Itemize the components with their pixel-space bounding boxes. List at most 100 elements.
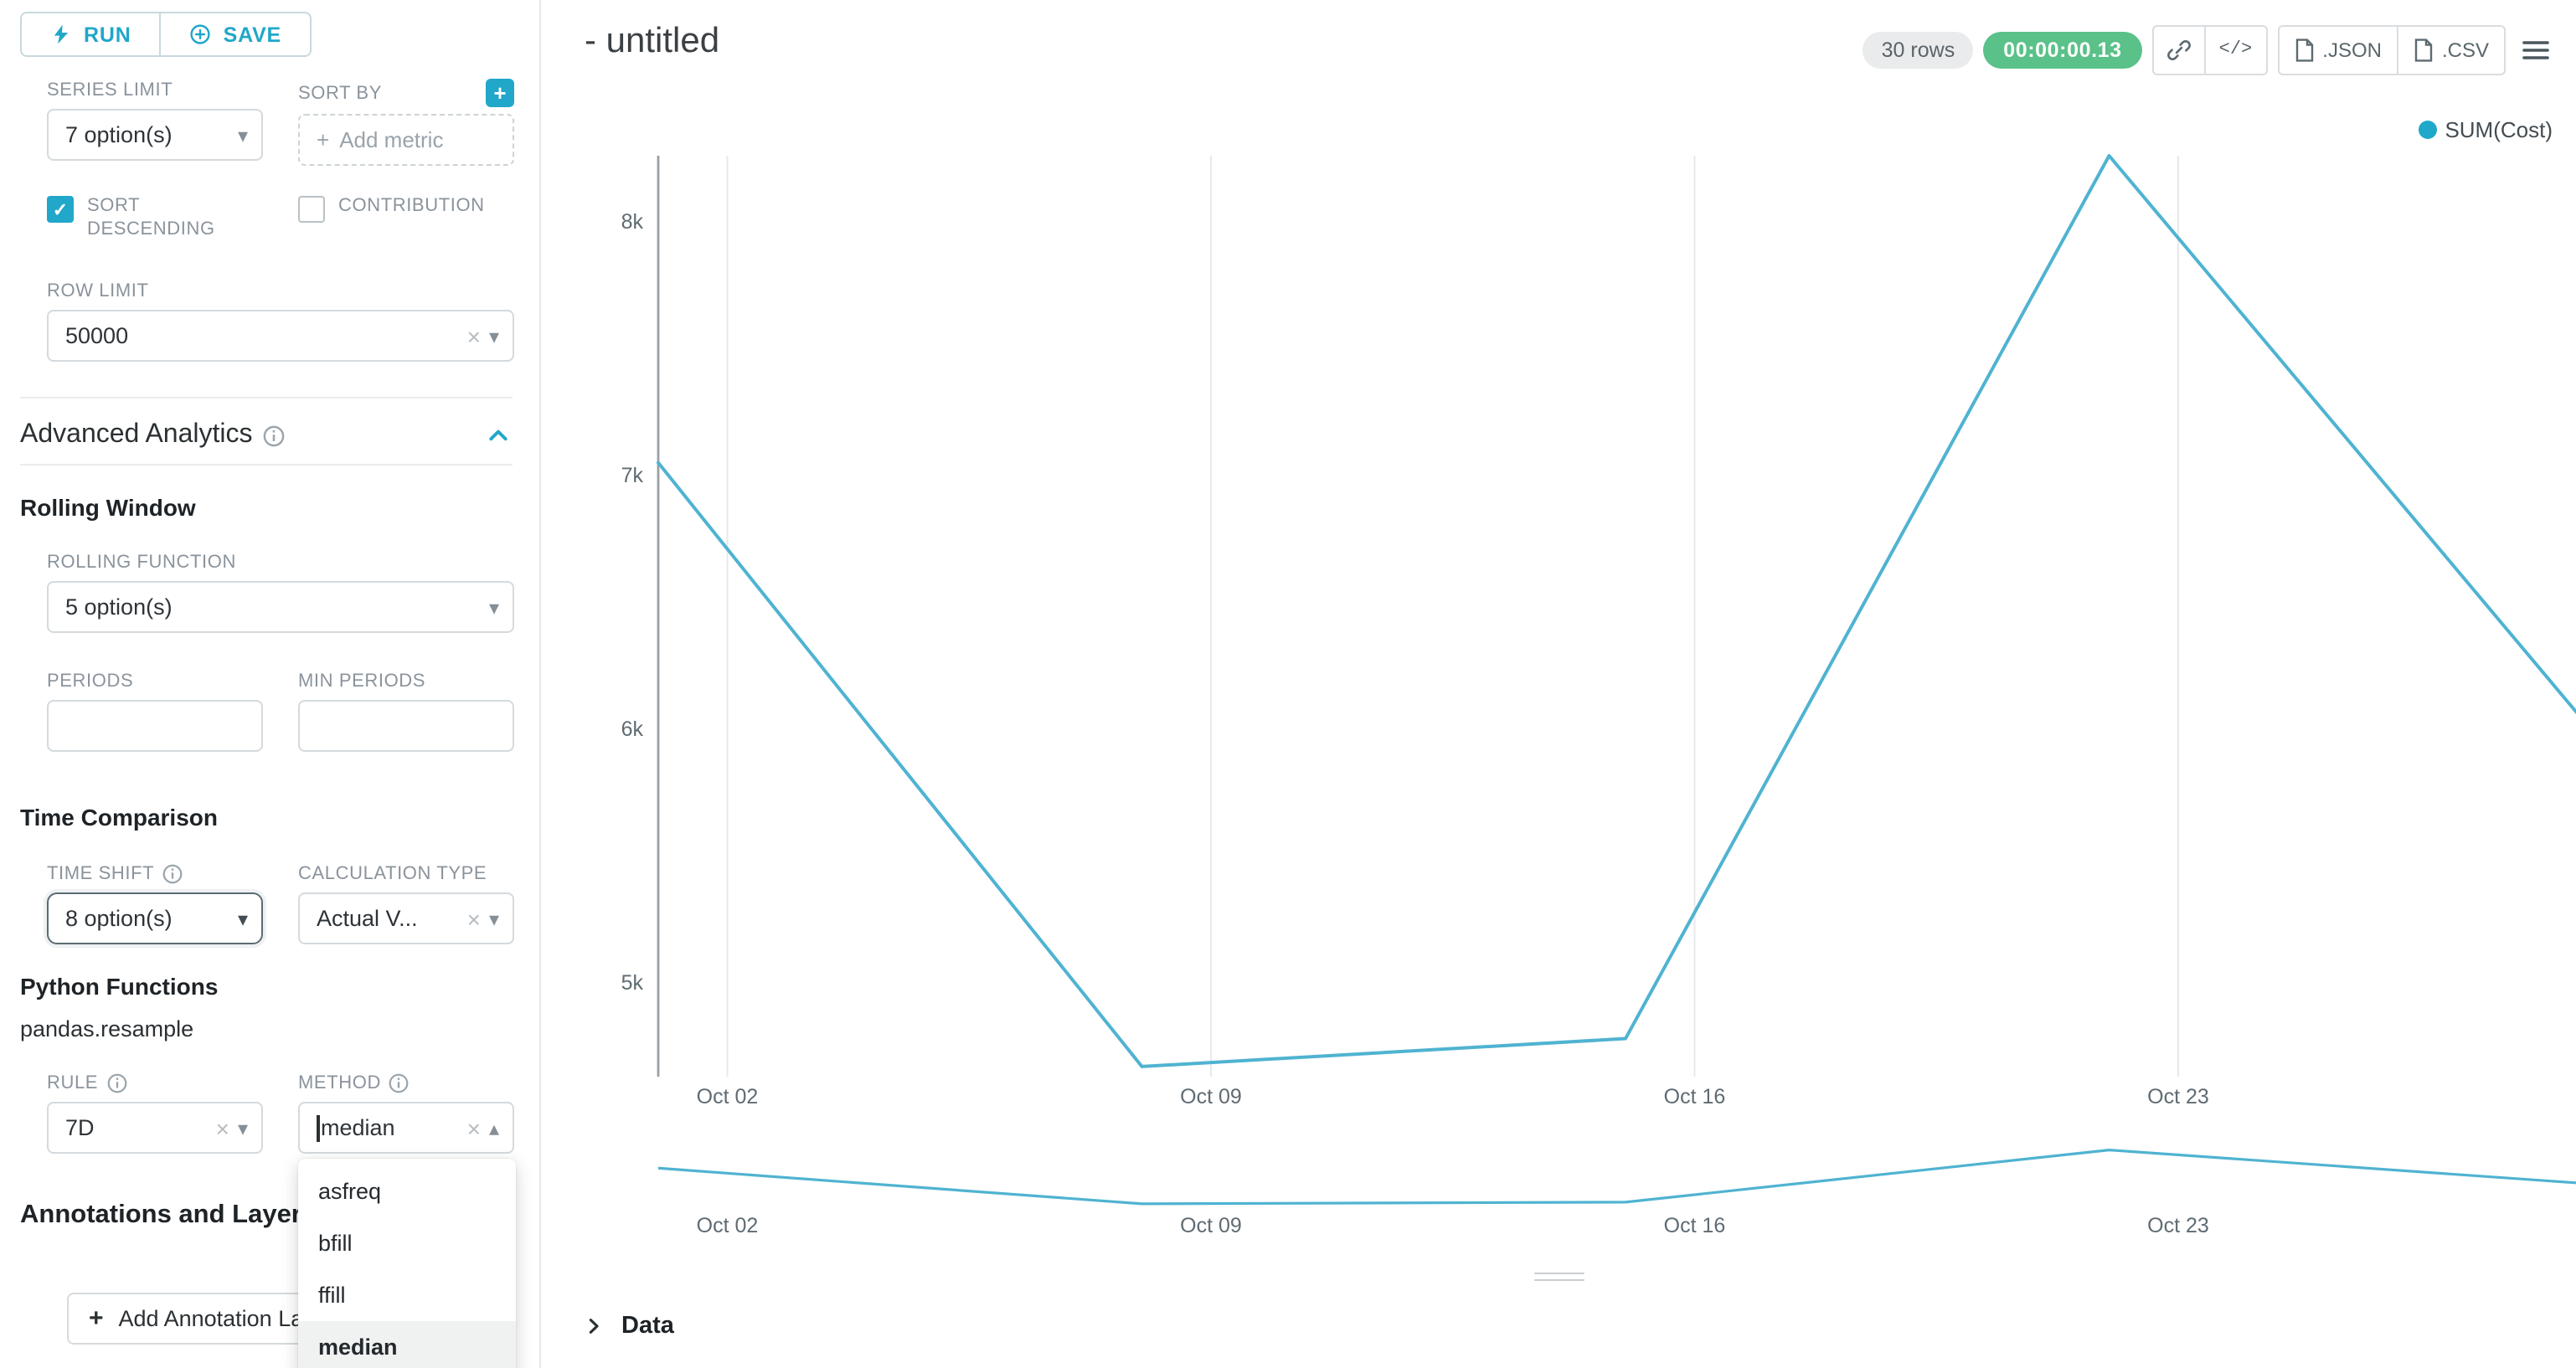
contribution-control: CONTRIBUTION — [298, 194, 514, 223]
svg-text:Oct 23: Oct 23 — [2147, 1085, 2209, 1108]
rolling-window-title: Rolling Window — [20, 494, 196, 521]
line-chart[interactable]: Oct 02 Oct 09 Oct 16 Oct 23 8k 7k 6k 5k Oct 02 Oc… — [543, 0, 2576, 1247]
row-limit-label: ROW LIMIT — [47, 281, 149, 301]
series-limit-select[interactable]: 7 option(s) ▾ — [47, 109, 263, 161]
chevron-right-icon — [589, 1319, 599, 1334]
svg-text:8k: 8k — [621, 210, 644, 234]
export-csv-label: .CSV — [2441, 39, 2489, 62]
clear-icon[interactable]: × — [215, 1114, 229, 1141]
sort-descending-checkbox[interactable]: ✓ — [47, 196, 74, 223]
series-sort-row: SERIES LIMIT 7 option(s) ▾ SORT BY + + A… — [47, 79, 514, 166]
min-periods-label: MIN PERIODS — [298, 671, 426, 692]
run-button[interactable]: RUN — [20, 12, 162, 57]
caret-down-icon: ▾ — [488, 595, 499, 619]
menu-button[interactable] — [2516, 25, 2556, 75]
menu-item-ffill[interactable]: ffill — [318, 1283, 346, 1308]
divider — [20, 464, 513, 465]
file-icon — [2295, 39, 2313, 62]
caret-up-icon: ▴ — [488, 1116, 499, 1139]
rolling-function-value: 5 option(s) — [65, 594, 173, 620]
svg-text:Oct 02: Oct 02 — [697, 1085, 759, 1108]
svg-text:7k: 7k — [621, 464, 644, 487]
contribution-checkbox[interactable] — [298, 196, 325, 223]
svg-text:Oct 23: Oct 23 — [2147, 1214, 2209, 1237]
sort-descending-control: ✓ SORT DESCENDING — [47, 194, 263, 241]
calculation-type-field: CALCULATION TYPE Actual V... × ▾ — [298, 862, 514, 944]
menu-item-bfill[interactable]: bfill — [318, 1231, 353, 1256]
method-dropdown-menu: asfreq bfill ffill median — [298, 1159, 516, 1368]
data-panel-label: Data — [621, 1313, 674, 1340]
periods-row: PERIODS MIN PERIODS — [47, 670, 514, 752]
legend-label: SUM(Cost) — [2445, 117, 2553, 142]
svg-text:Oct 02: Oct 02 — [697, 1214, 759, 1237]
calculation-type-select[interactable]: Actual V... × ▾ — [298, 892, 514, 944]
control-panel: RUN SAVE SERIES LIMIT 7 option(s) ▾ SORT… — [0, 0, 541, 1368]
clear-icon[interactable]: × — [466, 322, 481, 349]
rule-field: RULE 7D × ▾ — [47, 1072, 263, 1154]
menu-item-asfreq[interactable]: asfreq — [318, 1179, 382, 1204]
export-json-button[interactable]: .JSON — [2277, 25, 2398, 75]
info-icon — [106, 1073, 126, 1093]
plus-icon: + — [89, 1304, 104, 1333]
embed-code-button[interactable]: </> — [2203, 25, 2268, 75]
series-limit-field: SERIES LIMIT 7 option(s) ▾ — [47, 79, 263, 161]
file-icon — [2414, 39, 2433, 62]
pandas-resample-text: pandas.resample — [20, 1016, 194, 1041]
annotations-title: Annotations and Layers — [20, 1201, 317, 1229]
rule-value: 7D — [65, 1115, 95, 1140]
method-select[interactable]: median × ▴ — [298, 1102, 514, 1154]
min-periods-field: MIN PERIODS — [298, 670, 514, 752]
plus-circle-icon — [190, 24, 211, 44]
data-panel-toggle[interactable]: Data — [585, 1313, 674, 1340]
add-metric-placeholder: Add metric — [339, 127, 444, 152]
calculation-type-label: CALCULATION TYPE — [298, 864, 487, 884]
info-icon — [263, 424, 284, 446]
menu-item-median[interactable]: median — [298, 1321, 516, 1368]
chart-area: - untitled 30 rows 00:00:00.13 </> .JSON — [543, 0, 2576, 1368]
min-periods-input[interactable] — [298, 700, 514, 752]
caret-down-icon: ▾ — [488, 907, 499, 930]
svg-text:Oct 09: Oct 09 — [1180, 1214, 1242, 1237]
chart-header-actions: 30 rows 00:00:00.13 </> .JSON .CSV — [1862, 25, 2556, 75]
export-json-label: .JSON — [2322, 39, 2382, 62]
time-shift-field: TIME SHIFT 8 option(s) ▾ — [47, 862, 263, 944]
series-limit-label: SERIES LIMIT — [47, 80, 173, 100]
plus-icon: + — [317, 127, 330, 152]
caret-down-icon: ▾ — [237, 907, 248, 930]
row-limit-field: ROW LIMIT 50000 × ▾ — [47, 280, 514, 362]
rolling-function-label: ROLLING FUNCTION — [47, 553, 236, 573]
save-button-label: SAVE — [223, 23, 282, 46]
calculation-type-value: Actual V... — [317, 906, 418, 931]
check-icon: ✓ — [52, 200, 69, 220]
chevron-up-icon[interactable] — [487, 424, 509, 446]
caret-down-icon: ▾ — [488, 324, 499, 347]
sort-by-add-metric[interactable]: + Add metric — [298, 114, 514, 166]
copy-link-button[interactable] — [2151, 25, 2206, 75]
chart-legend[interactable]: SUM(Cost) — [2418, 117, 2553, 142]
divider — [20, 397, 513, 399]
lightning-icon — [54, 24, 69, 44]
time-shift-select[interactable]: 8 option(s) ▾ — [47, 892, 263, 944]
add-sort-metric-button[interactable]: + — [486, 79, 514, 107]
svg-text:5k: 5k — [621, 971, 644, 995]
rolling-function-select[interactable]: 5 option(s) ▾ — [47, 581, 514, 633]
rule-method-row: RULE 7D × ▾ METHOD median × ▴ — [47, 1072, 516, 1368]
row-limit-select[interactable]: 50000 × ▾ — [47, 310, 514, 362]
periods-field: PERIODS — [47, 670, 263, 752]
advanced-analytics-header[interactable]: Advanced Analytics — [20, 420, 519, 450]
periods-input[interactable] — [47, 700, 263, 752]
clear-icon[interactable]: × — [466, 905, 481, 932]
python-functions-title: Python Functions — [20, 973, 219, 1000]
sort-by-label: SORT BY — [298, 83, 382, 103]
rule-select[interactable]: 7D × ▾ — [47, 1102, 263, 1154]
export-csv-button[interactable]: .CSV — [2396, 25, 2506, 75]
code-icon: </> — [2218, 40, 2253, 60]
save-button[interactable]: SAVE — [159, 12, 312, 57]
periods-label: PERIODS — [47, 671, 134, 692]
legend-dot — [2418, 121, 2437, 139]
svg-text:Oct 09: Oct 09 — [1180, 1085, 1242, 1108]
contribution-label: CONTRIBUTION — [338, 196, 485, 216]
resize-gripper[interactable] — [1534, 1268, 1584, 1285]
clear-icon[interactable]: × — [466, 1114, 481, 1141]
